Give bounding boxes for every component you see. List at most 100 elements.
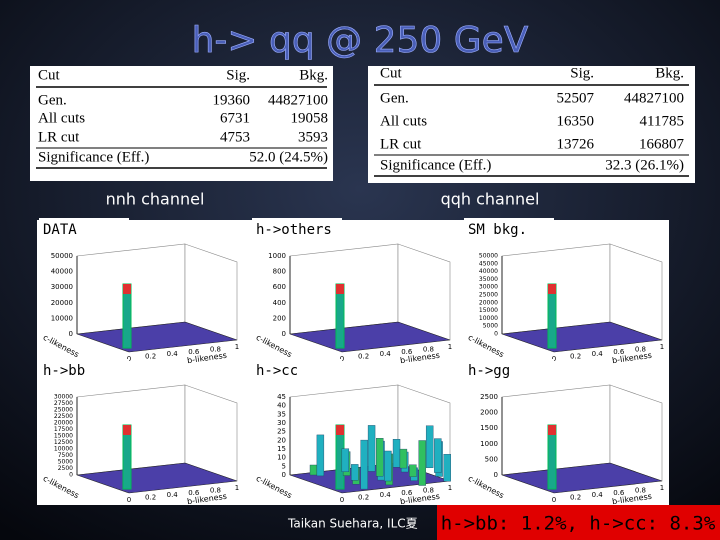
y-tick-label: 5	[282, 462, 286, 470]
table-header: Bkg.	[655, 65, 684, 81]
table-cell: Gen.	[380, 90, 409, 106]
x-tick-label: 0.6	[613, 348, 625, 356]
table-cell: 52507	[557, 90, 595, 106]
table-box	[30, 66, 333, 181]
lego-bar	[399, 448, 408, 469]
x-tick-label: 1	[660, 484, 664, 492]
y-tick-label: 1000	[480, 440, 498, 448]
lego-bar	[376, 438, 384, 477]
x-tick-label: 0.6	[401, 489, 413, 497]
x-tick-label: 0.4	[592, 491, 604, 499]
table-cell: Significance (Eff.)	[380, 157, 491, 173]
table-cell: LR cut	[38, 129, 80, 145]
y-tick-label: 10000	[479, 315, 498, 322]
y-tick-label: 15	[277, 445, 286, 453]
table-header: Cut	[380, 65, 403, 81]
footer-author: Taikan Suehara, ILC夏	[287, 517, 418, 531]
y-tick-label: 22500	[54, 413, 73, 420]
y-tick-label: 30000	[51, 283, 73, 291]
y-tick-label: 35	[277, 410, 286, 418]
y-tick-label: 45	[277, 393, 286, 401]
y-tick-label: 0	[282, 330, 286, 338]
x-tick-label: 0	[340, 496, 344, 504]
y-tick-label: 30	[277, 419, 286, 427]
lego-bar	[360, 439, 368, 490]
lego-bar	[418, 440, 426, 486]
table-cell: 6731	[220, 110, 250, 126]
lego-bar	[316, 434, 325, 477]
panel-label-box	[39, 359, 129, 381]
y-tick-label: 5000	[483, 323, 498, 330]
lego-floor	[289, 321, 451, 353]
lego-bar	[434, 438, 442, 473]
y-tick-label: 20000	[51, 299, 73, 307]
table-cell: 13726	[557, 136, 595, 152]
y-tick-label: 35000	[479, 276, 498, 283]
table-cell: 44827100	[624, 90, 684, 106]
x-tick-label: 0.2	[145, 353, 156, 361]
lego-spike-top	[548, 284, 556, 294]
footer-result: h->bb: 1.2%, h->cc: 8.3%	[441, 513, 716, 535]
lego-bar	[367, 425, 376, 472]
table-cell: 32.3 (26.1%)	[605, 157, 684, 173]
y-tick-label: 20	[277, 436, 286, 444]
lego-bar	[341, 448, 350, 472]
x-tick-label: 0.2	[358, 353, 369, 361]
y-tick-label: 15000	[54, 433, 73, 440]
lego-floor	[76, 462, 238, 494]
y-tick-label: 40000	[479, 268, 498, 275]
panel-label-box	[464, 359, 554, 381]
y-tick-label: 400	[273, 299, 286, 307]
y-tick-label: 7500	[58, 452, 73, 459]
x-tick-label: 0.8	[210, 486, 221, 494]
lego-bar	[384, 450, 392, 482]
y-tick-label: 1500	[480, 424, 498, 432]
table-cell: 44827100	[268, 92, 328, 108]
x-tick-label: 1	[448, 484, 452, 492]
y-tick-label: 200	[273, 314, 286, 322]
x-tick-label: 0	[127, 496, 131, 504]
y-tick-label: 0	[494, 471, 498, 479]
table-cell: 3593	[298, 129, 328, 145]
table-cell: All cuts	[380, 113, 427, 129]
panel-label-box	[464, 218, 554, 240]
y-tick-label: 0	[282, 471, 286, 479]
table-header: Sig.	[226, 67, 250, 83]
table-cell: Significance (Eff.)	[38, 149, 149, 165]
x-tick-label: 0.8	[210, 345, 221, 353]
y-tick-label: 0	[69, 330, 73, 338]
lego-bar	[351, 464, 359, 481]
lego-spike-top	[336, 425, 344, 435]
panel-label: h->others	[256, 222, 332, 238]
x-tick-label: 0.6	[401, 348, 413, 356]
panel-label: DATA	[43, 222, 77, 238]
lego-floor	[76, 321, 238, 353]
channel-label: nnh channel	[106, 190, 205, 209]
y-tick-label: 30000	[479, 284, 498, 291]
panel-label: h->gg	[468, 363, 510, 379]
x-tick-label: 0.8	[635, 486, 646, 494]
panel-label: h->cc	[256, 363, 298, 379]
y-tick-label: 15000	[479, 307, 498, 314]
y-tick-label: 0	[69, 472, 73, 479]
y-tick-label: 25	[277, 428, 286, 436]
y-tick-label: 40000	[51, 268, 73, 276]
table-header: Sig.	[570, 65, 594, 81]
lego-floor	[501, 321, 663, 353]
lego-floor	[501, 462, 663, 494]
y-tick-label: 0	[494, 331, 498, 338]
y-tick-label: 5000	[58, 459, 73, 466]
y-tick-label: 50000	[51, 252, 73, 260]
x-tick-label: 0.2	[570, 494, 581, 502]
table-cell: 19360	[213, 92, 251, 108]
y-tick-label: 10	[277, 454, 286, 462]
x-tick-label: 0.2	[358, 494, 369, 502]
panel-label-box	[39, 218, 129, 240]
table-cell: 52.0 (24.5%)	[249, 149, 328, 165]
y-tick-label: 10000	[51, 314, 73, 322]
panel-label-box	[252, 359, 342, 381]
lego-spike-top	[548, 425, 556, 435]
table-cell: LR cut	[380, 136, 422, 152]
table-header: Cut	[38, 67, 61, 83]
x-tick-label: 0.6	[188, 489, 200, 497]
